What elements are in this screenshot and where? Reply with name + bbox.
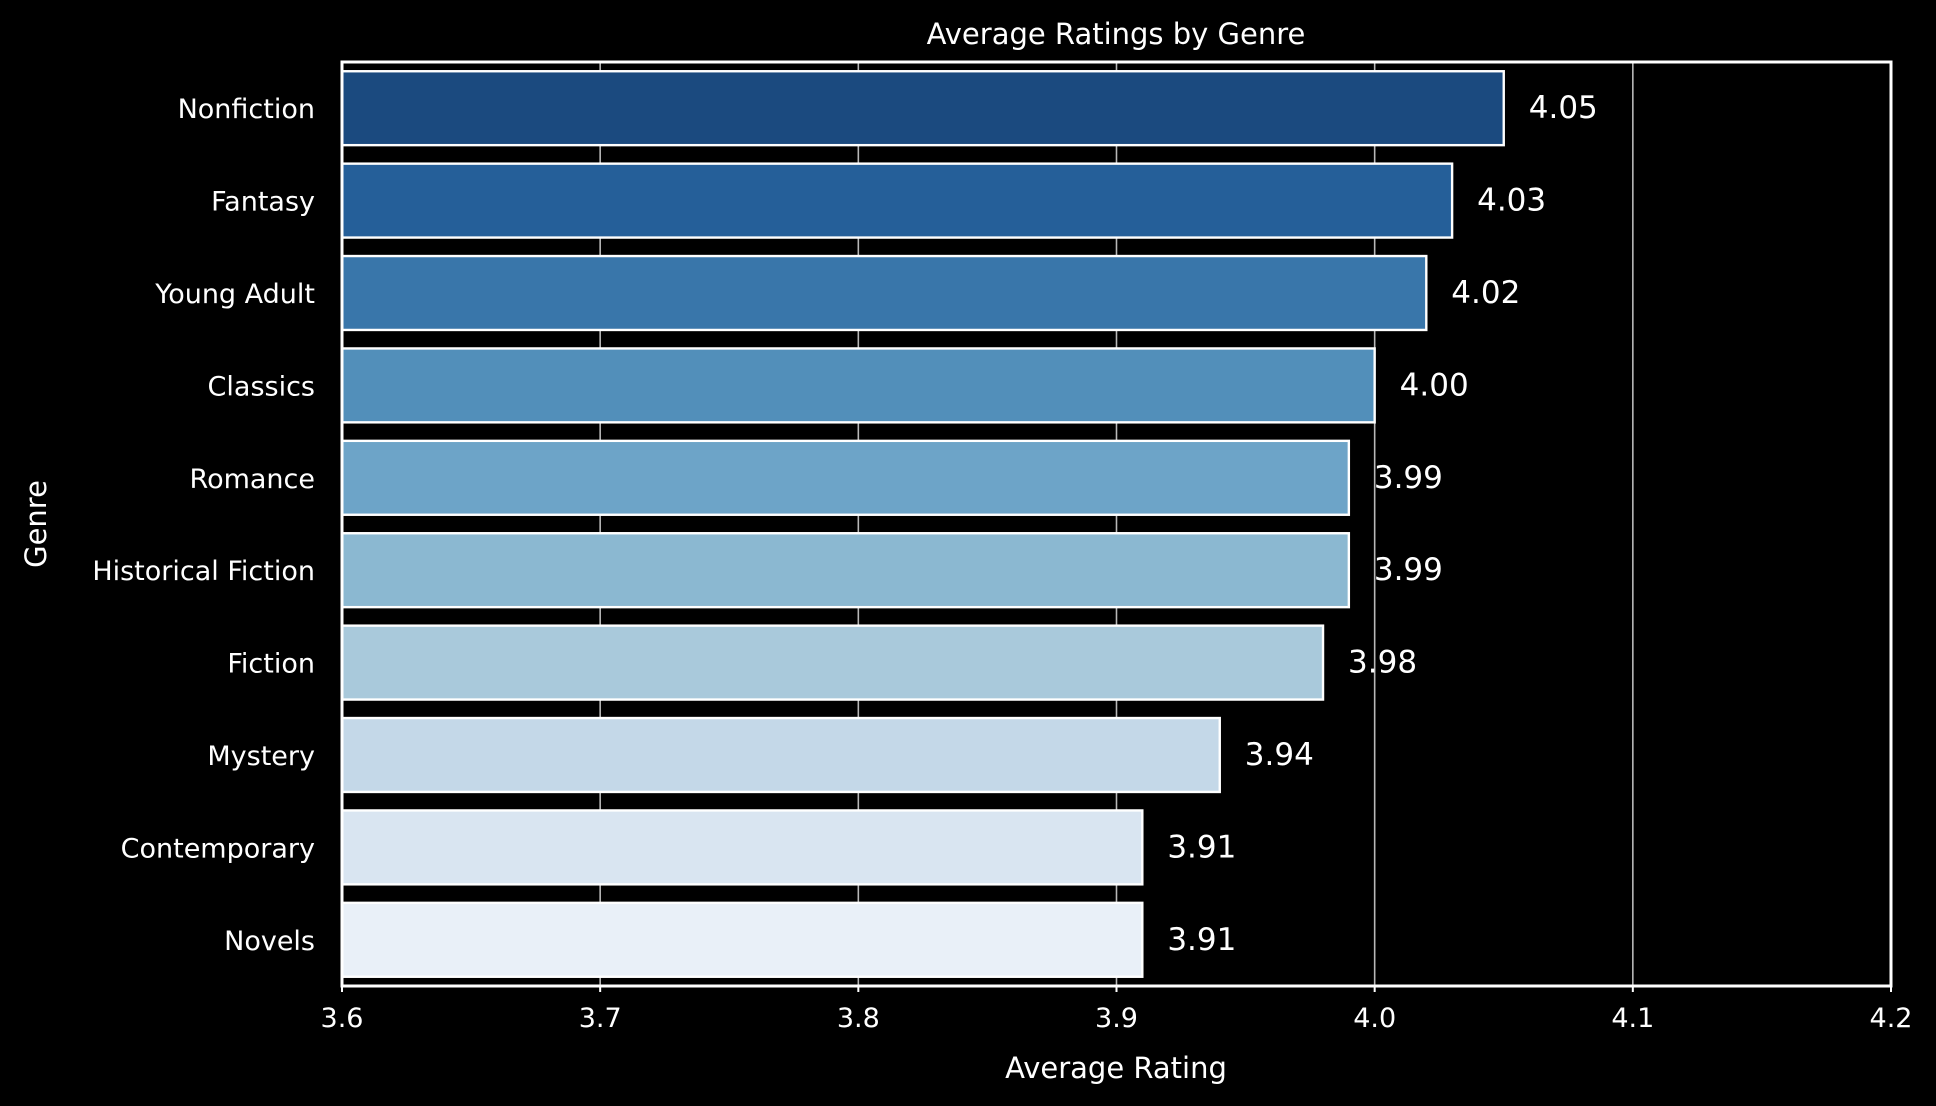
bar: [340, 624, 1325, 701]
value-label: 3.91: [1167, 922, 1236, 958]
value-label: 4.02: [1451, 275, 1520, 311]
y-tick-label: Mystery: [207, 741, 315, 772]
value-label: 3.94: [1245, 737, 1314, 773]
bar: [340, 70, 1505, 147]
bar: [340, 901, 1144, 978]
chart-title: Average Ratings by Genre: [927, 17, 1306, 51]
x-tick-label: 3.9: [1095, 1003, 1138, 1034]
value-label: 3.91: [1167, 829, 1236, 865]
x-axis-ticks: 3.6 3.7 3.8 3.9 4.0 4.1 4.2: [321, 986, 1913, 1034]
y-tick-label: Novels: [224, 926, 315, 957]
value-label: 3.98: [1348, 645, 1417, 681]
y-axis-label: Genre: [19, 480, 53, 568]
value-label: 3.99: [1374, 460, 1443, 496]
y-axis-ticks: Nonfiction Fantasy Young Adult Classics Roma…: [92, 94, 315, 957]
bar: [340, 347, 1376, 424]
y-tick-label: Fiction: [227, 649, 315, 680]
y-tick-label: Fantasy: [211, 187, 315, 218]
bar: [340, 162, 1454, 239]
x-tick-label: 3.8: [837, 1003, 880, 1034]
x-tick-label: 4.0: [1353, 1003, 1396, 1034]
x-axis-label: Average Rating: [1005, 1051, 1227, 1085]
bar: [340, 254, 1428, 332]
y-tick-label: Classics: [208, 371, 315, 402]
bar: [340, 532, 1351, 609]
y-tick-label: Nonfiction: [178, 94, 315, 125]
value-label: 4.03: [1477, 183, 1546, 219]
x-tick-label: 4.2: [1870, 1003, 1913, 1034]
x-tick-label: 3.6: [321, 1003, 364, 1034]
x-tick-label: 4.1: [1611, 1003, 1654, 1034]
value-labels: 4.05 4.03 4.02 4.00 3.99 3.99 3.98 3.94 3.91 3.91: [1167, 90, 1597, 958]
y-tick-label: Young Adult: [154, 279, 315, 310]
y-tick-label: Contemporary: [121, 833, 315, 864]
value-label: 4.05: [1529, 90, 1598, 126]
bar: [340, 439, 1351, 516]
y-tick-label: Romance: [190, 464, 315, 495]
value-label: 3.99: [1374, 552, 1443, 588]
x-tick-label: 3.7: [579, 1003, 622, 1034]
bars: [340, 70, 1505, 978]
y-tick-label: Historical Fiction: [92, 556, 315, 587]
bar: [340, 716, 1221, 794]
bar: [340, 809, 1144, 886]
value-label: 4.00: [1400, 367, 1469, 403]
